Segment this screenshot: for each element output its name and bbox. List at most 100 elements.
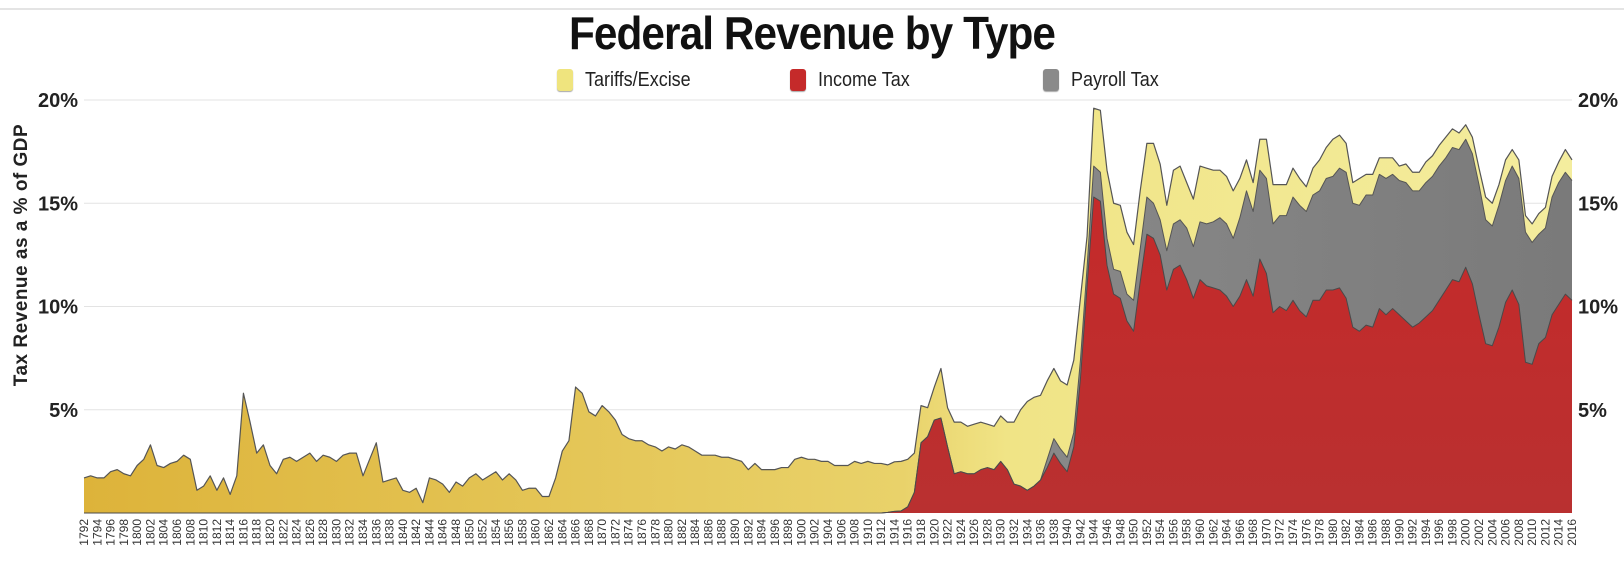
y-tick-label-right: 5% (1578, 400, 1607, 422)
x-tick-label: 1914 (887, 519, 901, 546)
x-tick-label: 1926 (967, 519, 981, 546)
x-tick-label: 2012 (1538, 519, 1552, 546)
x-tick-label: 1994 (1419, 519, 1433, 546)
x-tick-label: 1934 (1020, 519, 1034, 546)
x-tick-label: 1814 (223, 519, 237, 546)
x-tick-label: 2008 (1512, 519, 1526, 546)
x-tick-label: 1864 (555, 519, 569, 546)
y-tick-labels-left: 5% 10% 15% 20% (38, 90, 78, 422)
x-tick-label: 1972 (1273, 519, 1287, 546)
x-tick-label: 2006 (1499, 519, 1513, 546)
x-tick-label: 1986 (1366, 519, 1380, 546)
legend-label-tariffs-excise: Tariffs/Excise (585, 68, 691, 91)
x-tick-label: 1924 (954, 519, 968, 546)
x-tick-label: 1888 (715, 519, 729, 546)
top-rule (0, 8, 1624, 10)
legend-label-income-tax: Income Tax (818, 68, 910, 91)
x-tick-label: 1850 (462, 519, 476, 546)
x-tick-label: 1944 (1087, 519, 1101, 546)
x-tick-label: 1838 (383, 519, 397, 546)
x-tick-label: 1910 (861, 519, 875, 546)
x-tick-label: 1958 (1180, 519, 1194, 546)
x-tick-label: 1932 (1007, 519, 1021, 546)
legend: Tariffs/Excise Income Tax Payroll Tax (0, 66, 1624, 94)
legend-item-payroll-tax: Payroll Tax (1043, 66, 1168, 94)
x-tick-label: 1802 (143, 519, 157, 546)
x-tick-label: 1848 (449, 519, 463, 546)
x-tick-label: 1798 (117, 519, 131, 546)
x-tick-label: 2010 (1525, 519, 1539, 546)
x-tick-label: 1806 (170, 519, 184, 546)
x-tick-label: 1808 (183, 519, 197, 546)
x-tick-label: 1854 (489, 519, 503, 546)
x-tick-label: 1792 (77, 519, 91, 546)
x-tick-label: 1796 (104, 519, 118, 546)
x-tick-label: 1856 (502, 519, 516, 546)
x-tick-label: 1812 (210, 519, 224, 546)
x-tick-label: 1982 (1339, 519, 1353, 546)
x-tick-label: 1876 (635, 519, 649, 546)
x-tick-label: 1874 (622, 519, 636, 546)
y-tick-labels-right: 5% 10% 15% 20% (1578, 90, 1618, 422)
x-tick-label: 1988 (1379, 519, 1393, 546)
x-tick-label: 1964 (1220, 519, 1234, 546)
x-tick-label: 1976 (1299, 519, 1313, 546)
x-tick-labels: 1792 1794 1796 1798 1800 1802 1804 1806 1808 1810… (77, 519, 1579, 546)
x-tick-label: 1842 (409, 519, 423, 546)
x-tick-label: 1960 (1193, 519, 1207, 546)
x-tick-label: 1890 (728, 519, 742, 546)
x-tick-label: 1868 (582, 519, 596, 546)
chart-title: Federal Revenue by Type (568, 7, 1056, 59)
y-tick-label-left: 5% (49, 400, 78, 422)
x-tick-label: 1922 (941, 519, 955, 546)
x-tick-label: 1906 (834, 519, 848, 546)
x-tick-label: 1898 (781, 519, 795, 546)
x-tick-label: 1844 (422, 519, 436, 546)
x-tick-label: 1902 (808, 519, 822, 546)
x-tick-label: 1828 (316, 519, 330, 546)
x-tick-label: 1966 (1233, 519, 1247, 546)
legend-swatch-income-tax (790, 69, 806, 91)
x-tick-label: 1970 (1259, 519, 1273, 546)
x-tick-label: 1880 (662, 519, 676, 546)
x-tick-label: 1886 (701, 519, 715, 546)
x-tick-label: 1950 (1127, 519, 1141, 546)
x-tick-label: 1824 (290, 519, 304, 546)
y-tick-label-left: 20% (38, 90, 78, 112)
x-tick-label: 1968 (1246, 519, 1260, 546)
x-tick-label: 1938 (1047, 519, 1061, 546)
x-tick-label: 1978 (1313, 519, 1327, 546)
x-tick-label: 1936 (1034, 519, 1048, 546)
x-tick-label: 1942 (1073, 519, 1087, 546)
legend-item-income-tax: Income Tax (790, 66, 920, 94)
x-tick-label: 1940 (1060, 519, 1074, 546)
x-tick-label: 1952 (1140, 519, 1154, 546)
y-tick-label-right: 15% (1578, 193, 1618, 215)
x-tick-label: 1990 (1392, 519, 1406, 546)
x-tick-label: 1882 (675, 519, 689, 546)
area-tariffs-excise (84, 108, 1572, 513)
x-tick-label: 1962 (1206, 519, 1220, 546)
x-tick-label: 1832 (343, 519, 357, 546)
x-tick-label: 1904 (821, 519, 835, 546)
x-tick-label: 1834 (356, 519, 370, 546)
y-tick-label-right: 10% (1578, 297, 1618, 319)
x-tick-label: 1866 (569, 519, 583, 546)
x-tick-label: 1818 (250, 519, 264, 546)
x-tick-label: 1884 (688, 519, 702, 546)
x-tick-label: 1820 (263, 519, 277, 546)
x-tick-label: 1946 (1100, 519, 1114, 546)
x-tick-label: 1862 (542, 519, 556, 546)
x-tick-label: 1872 (608, 519, 622, 546)
x-tick-label: 2000 (1459, 519, 1473, 546)
line-tariffs-excise-top (83, 107, 1573, 504)
y-tick-label-right: 20% (1578, 90, 1618, 112)
series-areas (83, 107, 1573, 514)
x-tick-label: 1996 (1432, 519, 1446, 546)
x-tick-label: 1794 (90, 519, 104, 546)
x-tick-label: 1954 (1153, 519, 1167, 546)
y-tick-label-left: 10% (38, 297, 78, 319)
x-tick-label: 2014 (1552, 519, 1566, 546)
x-tick-label: 1840 (396, 519, 410, 546)
